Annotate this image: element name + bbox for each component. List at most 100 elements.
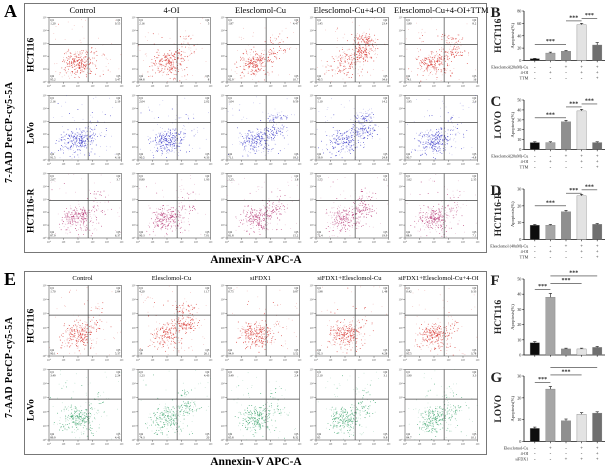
svg-text:10⁰: 10⁰ [225,240,230,244]
svg-text:10⁵: 10⁵ [208,358,212,362]
svg-text:10⁵: 10⁵ [399,172,403,176]
svg-text:1.45: 1.45 [317,22,323,26]
svg-text:10⁰: 10⁰ [225,358,230,362]
svg-text:4.8: 4.8 [472,156,476,160]
svg-text:***: *** [546,200,555,206]
svg-text:10¹: 10¹ [151,442,155,446]
svg-text:10³: 10³ [310,197,314,201]
svg-text:TTM: TTM [520,255,529,260]
bar-B-1 [529,58,540,61]
svg-text:10⁴: 10⁴ [194,358,198,362]
svg-text:10¹: 10¹ [418,240,422,244]
svg-text:10⁴: 10⁴ [399,28,403,32]
svg-text:Q1: Q1 [406,96,410,100]
svg-text:+: + [565,458,568,463]
svg-text:30: 30 [517,374,521,379]
svg-text:81.8: 81.8 [228,234,234,238]
svg-text:10³: 10³ [399,312,403,316]
svg-text:10²: 10² [165,240,169,244]
svg-text:2.4: 2.4 [294,374,298,378]
svg-text:10⁰: 10⁰ [47,442,52,446]
svg-text:0.87: 0.87 [293,290,299,294]
svg-text:10¹: 10¹ [151,240,155,244]
svg-text:+: + [549,250,552,255]
svg-text:0.33: 0.33 [471,290,477,294]
svg-text:Q2: Q2 [206,286,210,290]
svg-text:10²: 10² [399,326,403,330]
svg-text:10⁴: 10⁴ [132,184,136,188]
svg-text:-: - [581,166,583,171]
svg-text:10⁰: 10⁰ [42,438,47,442]
svg-text:10⁵: 10⁵ [43,368,47,372]
bar-D-4 [576,195,587,240]
svg-text:10⁵: 10⁵ [310,172,314,176]
svg-text:Q4: Q4 [406,230,410,234]
svg-text:10⁴: 10⁴ [221,106,225,110]
svg-text:10³: 10³ [399,396,403,400]
svg-text:10⁴: 10⁴ [372,240,376,244]
flow-row-LoVo: LoVo Q1 3.49 Q2 2.24 Q4 89.9 Q3 4.42 10⁰ 10⁰ 10¹ 10¹… [25,368,486,452]
svg-text:10⁰: 10⁰ [225,442,230,446]
svg-text:-: - [534,160,536,165]
panels-F-G: 0 10 20 30 40 50 *** *** *** F HCT116 Apoptosis(%) 0… [488,268,611,470]
column-header-3: Elesclomol-Cu [235,5,286,15]
svg-text:10²: 10² [399,410,403,414]
svg-text:Elesclomol(20nM)-Cu: Elesclomol(20nM)-Cu [491,65,528,70]
svg-text:Q1: Q1 [50,18,54,22]
svg-text:+: + [596,250,599,255]
svg-text:10³: 10³ [91,162,95,166]
svg-text:Q3: Q3 [206,230,210,234]
svg-text:10⁴: 10⁴ [310,106,314,110]
svg-text:40.5: 40.5 [317,78,323,82]
svg-text:10⁰: 10⁰ [47,358,52,362]
svg-text:10¹: 10¹ [240,84,244,88]
svg-text:B: B [491,5,501,21]
cell-line-label: HCT116 [26,37,37,73]
svg-text:Q1: Q1 [317,286,321,290]
svg-text:82.9: 82.9 [228,78,234,82]
svg-text:10⁵: 10⁵ [297,162,301,166]
svg-text:10⁰: 10⁰ [136,162,141,166]
svg-text:1.70: 1.70 [50,290,56,294]
svg-text:F: F [491,273,500,289]
svg-text:9.8: 9.8 [383,436,387,440]
svg-text:Q3: Q3 [295,152,299,156]
svg-text:10²: 10² [310,410,314,414]
svg-text:+: + [596,256,599,261]
svg-text:Q2: Q2 [206,18,210,22]
svg-text:10³: 10³ [221,41,225,45]
svg-text:10³: 10³ [269,358,273,362]
svg-text:1.98: 1.98 [317,290,323,294]
svg-text:Q3: Q3 [206,74,210,78]
svg-text:10⁰: 10⁰ [309,438,314,442]
svg-text:4-OI: 4-OI [521,159,529,164]
svg-text:10⁴: 10⁴ [194,162,198,166]
svg-text:Q4: Q4 [228,74,232,78]
panel-E-plot-grid: Control Elesclomol-Cu siFDX1 siFDX1+Elesclo… [24,271,487,455]
svg-text:***: *** [538,377,547,383]
column-header-4: siFDX1+Elesclomol-Cu [317,274,382,282]
svg-text:Q3: Q3 [206,152,210,156]
svg-text:10⁰: 10⁰ [314,358,319,362]
svg-text:10¹: 10¹ [43,223,47,227]
svg-text:16: 16 [473,78,477,82]
svg-text:-: - [550,155,552,160]
svg-text:10²: 10² [132,410,136,414]
svg-text:10⁰: 10⁰ [398,158,403,162]
svg-text:10¹: 10¹ [62,358,66,362]
svg-text:5.37: 5.37 [115,352,121,356]
svg-text:10⁴: 10⁴ [221,28,225,32]
svg-text:1.93: 1.93 [204,178,210,182]
svg-text:Q4: Q4 [228,152,232,156]
svg-text:Q2: Q2 [295,96,299,100]
svg-text:10⁵: 10⁵ [221,284,225,288]
svg-text:HCT116-R: HCT116-R [494,192,504,236]
svg-text:***: *** [569,16,578,22]
svg-text:10⁵: 10⁵ [221,368,225,372]
svg-text:85.8: 85.8 [228,436,234,440]
svg-text:18.3: 18.3 [293,156,299,160]
svg-text:3.1: 3.1 [383,374,387,378]
